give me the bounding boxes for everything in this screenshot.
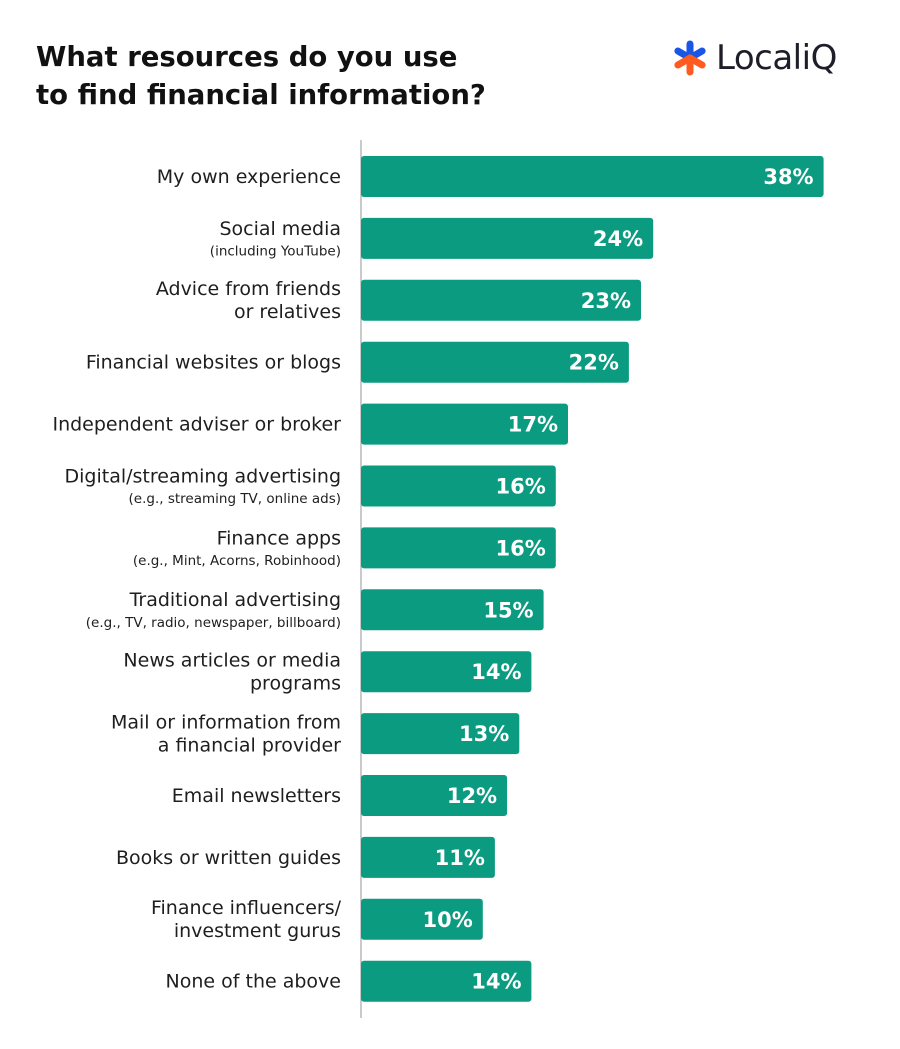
bar-value-label: 12% [447,784,497,808]
bar-row: 12% Email newsletters [172,775,508,816]
bar-value-label: 16% [496,536,546,560]
category-label: Mail or information from [111,712,341,734]
bar-value-label: 10% [423,908,473,932]
bar [361,651,532,693]
bar-value-label: 11% [435,846,485,870]
bar-value-label: 22% [569,351,619,375]
bar-value-label: 15% [483,598,533,622]
bar-row: 16% Digital/streaming advertising (e.g., s… [65,465,556,507]
category-label: Digital/streaming advertising [65,465,341,487]
category-label: Traditional advertising [129,589,341,611]
bar-row: 22% Financial websites or blogs [86,341,629,383]
asterisk-icon [674,40,706,76]
category-label: My own experience [157,166,341,188]
bar [361,589,544,631]
category-label: Email newsletters [172,785,341,807]
bar-row: 14% None of the above [166,960,532,1002]
bar-row: 10% Finance influencers/investment gurus [151,897,483,942]
bar [361,898,483,940]
bar-value-label: 23% [581,289,631,313]
bar [361,279,641,321]
category-label: Financial websites or blogs [86,352,341,374]
category-label: Finance influencers/ [151,897,342,919]
category-label: Finance apps [217,527,341,549]
bar-value-label: 17% [508,413,558,437]
bar-row: 17% Independent adviser or broker [52,403,568,445]
bar-row: 16% Finance apps (e.g., Mint, Acorns, Robi… [133,527,556,569]
bar-value-label: 38% [763,165,813,189]
bar-value-label: 14% [471,970,521,994]
bar-value-label: 13% [459,722,509,746]
category-label: a financial provider [158,735,341,757]
category-label: programs [250,673,341,695]
bar [361,465,556,507]
category-sublabel: (e.g., streaming TV, online ads) [129,491,341,507]
bar-row: 15% Traditional advertising (e.g., TV, rad… [86,589,544,631]
brand-logo: LocaliQ [672,38,837,78]
bar [361,403,568,445]
bar [361,775,508,816]
bar-value-label: 14% [471,660,521,684]
bar [361,960,532,1002]
logo-text: LocaliQ [716,38,837,78]
bar-value-label: 16% [496,475,546,499]
bar [361,527,556,569]
category-label: Advice from friends [156,278,341,300]
bar [361,156,824,197]
category-sublabel: (e.g., TV, radio, newspaper, billboard) [86,615,341,631]
category-label: Books or written guides [116,847,341,869]
chart-title: What resources do you use to find financ… [36,38,596,114]
chart-title-line-2: to find financial information? [36,79,486,111]
bar [361,836,495,878]
bar [361,713,520,755]
category-label: Social media [219,218,341,240]
bar-row: 38% My own experience [157,156,824,197]
category-label: Independent adviser or broker [52,414,341,436]
asterisk-arm [674,54,694,69]
bar-row: 24% Social media (including YouTube) [210,217,654,260]
category-label: or relatives [234,301,341,323]
category-sublabel: (including YouTube) [210,244,341,260]
chart-title-line-1: What resources do you use [36,41,458,73]
category-label: News articles or media [123,650,341,672]
bar [361,341,629,383]
category-label: investment gurus [174,920,341,942]
bar [361,217,654,259]
bar-value-label: 24% [593,227,643,251]
bar-row: 11% Books or written guides [116,836,495,878]
category-sublabel: (e.g., Mint, Acorns, Robinhood) [133,553,341,569]
category-label: None of the above [166,971,341,993]
